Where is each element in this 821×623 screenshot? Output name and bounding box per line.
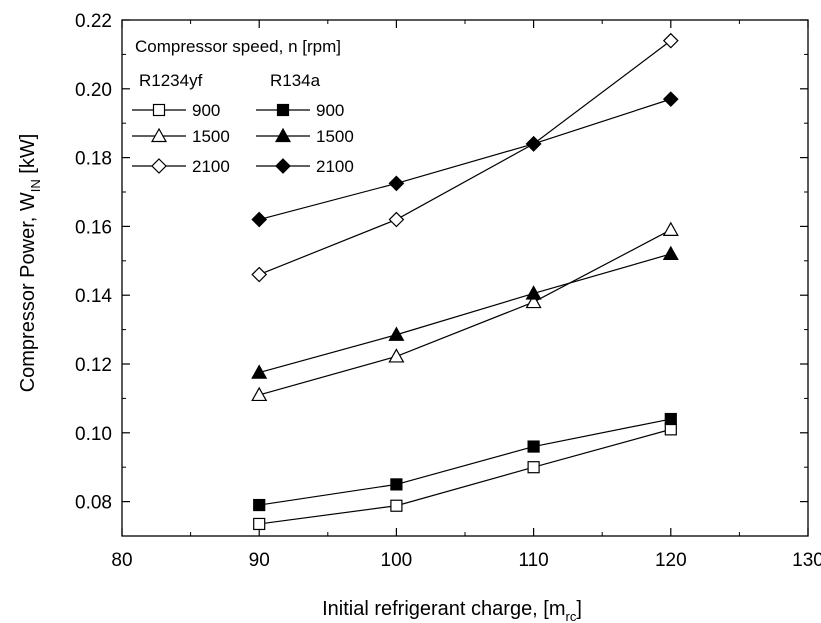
data-point [662,91,679,107]
x-tick-label: 100 [381,550,413,571]
legend-label: 1500 [316,127,354,146]
data-point [527,440,540,453]
legend-label: 2100 [316,157,354,176]
legend-marker [274,127,292,143]
data-point [251,386,268,402]
legend-label: 900 [192,101,220,120]
legend-title: Compressor speed, n [rpm] [135,37,341,56]
series-line [259,418,671,506]
legend-marker [151,158,167,174]
data-point [525,285,542,300]
axes [121,19,809,537]
legend-entry: 2100 [132,157,230,176]
x-tick-label: 90 [249,550,270,571]
y-tick-label: 0.20 [75,80,112,101]
data-point [664,412,677,426]
data-point [388,175,405,192]
data-point [525,135,542,152]
data-point [388,211,405,228]
data-point [390,478,403,491]
legend-label: 900 [316,101,344,120]
plot-frame [121,19,809,537]
data-point [662,221,679,236]
data-point [388,348,405,363]
data-point [664,423,677,436]
data-point [251,211,268,228]
series-line [259,253,671,374]
x-axis-label-end: ] [576,598,582,620]
legend-marker [275,158,291,174]
legend-header-r134a: R134a [270,71,321,90]
series-layer [251,32,679,531]
y-axis-label: Compressor Power, WIN [kW] [17,134,43,393]
y-ticks: 0.08 0.10 0.12 0.14 0.16 0.18 0.20 0.22 [75,11,808,514]
x-tick-label: 110 [518,550,548,571]
series-r134a-900 [253,412,677,512]
series-line [259,229,672,396]
y-tick-label: 0.10 [75,424,112,445]
x-axis-label-sub: rc [566,609,577,623]
legend-label: 1500 [192,127,230,146]
data-point [388,326,405,341]
series-line [259,98,671,221]
data-point [390,499,403,512]
y-tick-label: 0.12 [75,355,112,376]
series-r1234yf-900 [253,423,677,531]
y-axis-label-end: [kW] [17,134,39,180]
y-tick-label: 0.08 [75,493,112,514]
y-tick-label: 0.16 [75,217,112,238]
y-tick-label: 0.22 [75,11,112,32]
x-tick-label: 130 [792,550,821,571]
x-ticks: 80 90 100 110 120 130 [111,20,821,571]
data-point [253,498,266,512]
y-axis-label-sub: IN [28,179,43,192]
series-r134a-2100 [251,91,679,228]
legend-entry: 900 [256,101,344,120]
series-line [258,40,672,276]
series-r134a-1500 [251,245,679,379]
data-point [527,461,540,474]
data-point [253,517,266,531]
data-point [525,293,542,309]
data-point [662,32,679,49]
legend-entry: 2100 [256,157,354,176]
legend-entry: 1500 [256,127,354,146]
data-point [251,364,268,379]
legend-header-r1234yf: R1234yf [139,71,203,90]
legend: Compressor speed, n [rpm] R1234yf R134a 900… [132,37,354,176]
legend-entry: 1500 [132,127,230,146]
x-tick-label: 120 [655,550,687,571]
series-line [259,428,671,525]
y-tick-label: 0.18 [75,149,112,170]
data-point [662,245,679,261]
x-axis-label: Initial refrigerant charge, [mrc] [322,598,582,623]
legend-entry: 900 [132,101,220,120]
x-tick-label: 80 [111,550,132,571]
legend-marker [150,127,168,143]
legend-marker [152,103,166,117]
data-point [251,266,268,283]
legend-marker [276,103,290,117]
legend-label: 2100 [192,157,230,176]
series-r1234yf-1500 [251,221,679,402]
y-tick-label: 0.14 [75,286,112,307]
